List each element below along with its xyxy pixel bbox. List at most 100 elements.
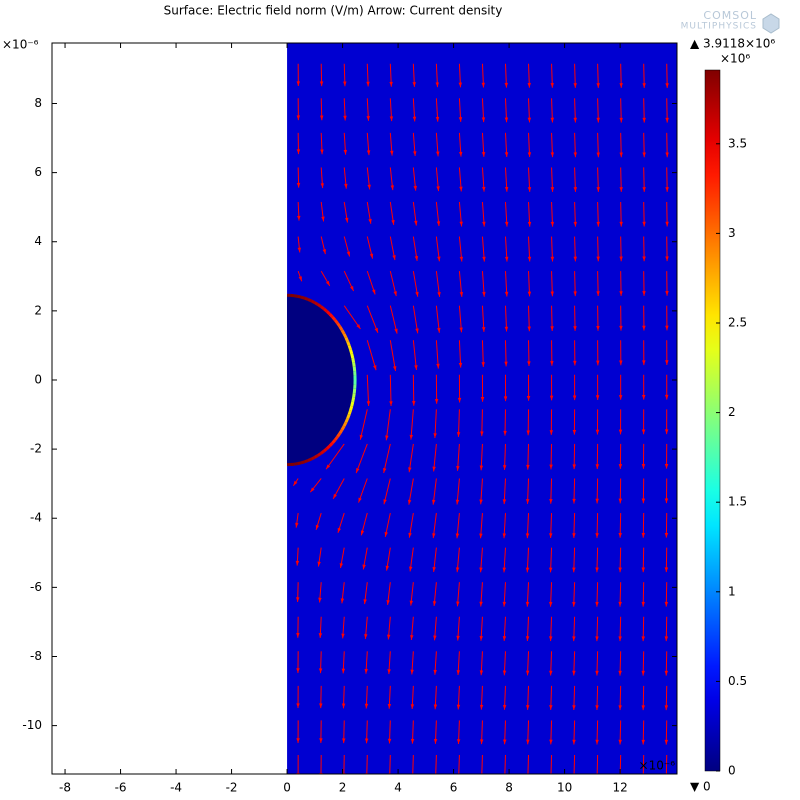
arrow-head [502,601,507,607]
arrow-head [297,247,301,253]
sphere-boundary [300,295,306,300]
arrow-head [502,465,507,470]
arrow-head [458,151,463,157]
arrow-head [665,360,669,365]
arrow-head [595,636,599,642]
arrow-head [343,149,348,155]
arrow-head [504,256,509,262]
sphere-boundary [325,310,331,316]
colorbar-tick-label: 2 [728,405,736,419]
arrow-head [504,326,509,332]
arrow-head [310,487,315,493]
arrow-head [572,533,576,538]
arrow-head [344,183,348,189]
arrow-head [665,256,669,262]
sphere-boundary [352,362,356,367]
arrow-head [595,567,599,573]
arrow-head [595,601,599,607]
arrow-head [549,705,553,710]
arrow-head [641,532,646,538]
arrow-head [297,215,301,221]
arrow-head [479,635,483,641]
arrow-head [502,704,507,710]
arrow-head [414,220,418,226]
arrow-head [455,533,460,539]
arrow-head [641,601,645,607]
arrow-head [374,327,378,333]
arrow-head [363,599,367,605]
arrow-head [527,117,532,123]
arrow-head [573,187,578,192]
arrow-head [527,221,532,227]
colorbar-max: ▲ 3.9118×10⁶ [690,37,775,51]
current-arrow [410,409,414,440]
arrow-head [480,431,484,437]
sphere-boundary [313,301,319,306]
arrow-head [295,522,299,528]
sphere-boundary [344,337,350,343]
arrow-head [391,219,395,225]
arrow-head [618,705,622,711]
arrow-head [360,530,365,536]
x-tick-label: 12 [612,781,627,795]
arrow-head [409,600,414,606]
arrow-head [664,670,669,676]
x-tick-label: -2 [226,781,238,795]
arrow-head [619,152,623,158]
arrow-head [573,152,577,158]
sphere-boundary [304,296,309,301]
current-arrow [389,305,398,334]
arrow-head [414,365,418,370]
arrow-head [641,636,645,642]
arrow-head [479,670,484,676]
sphere-boundary [340,425,346,431]
arrow-head [525,636,530,642]
sphere-boundary [347,345,352,351]
arrow-head [362,564,366,570]
arrow-head [549,670,553,676]
arrow-head [435,116,440,122]
arrow-head [384,531,388,537]
arrow-head [549,567,553,573]
arrow-head [549,739,553,745]
arrow-head [550,326,554,332]
arrow-head [525,533,530,539]
arrow-head [526,396,531,401]
arrow-head [595,498,599,504]
arrow-head [664,739,669,745]
arrow-head [479,465,484,471]
arrow-head [504,291,509,297]
arrow-head [318,597,322,603]
arrow-head [642,152,646,158]
arrow-head [436,363,440,369]
arrow-head [642,774,645,779]
arrow-head [337,527,342,533]
arrow-head [366,401,371,406]
arrow-head [503,739,507,745]
arrow-head [458,362,463,368]
arrow-head [479,601,483,607]
arrow-head [293,480,298,486]
sphere-boundary [351,357,356,363]
arrow-head [572,774,575,779]
arrow-head [412,401,416,406]
arrow-head [456,465,460,471]
arrow-head [456,635,460,641]
current-arrow [504,754,506,774]
arrow-head [387,669,391,675]
y-tick-label: 0 [34,372,42,386]
arrow-head [641,670,645,676]
sphere-boundary [307,298,313,303]
arrow-head [549,601,553,607]
x-tick-label: 10 [557,781,572,795]
arrow-head [596,117,600,123]
arrow-head [549,774,552,779]
arrow-head [619,221,623,227]
sphere-boundary [336,322,342,328]
sphere-boundary [346,413,351,419]
arrow-head [459,292,464,297]
sphere-boundary [297,294,302,299]
arrow-head [319,738,323,744]
arrow-head [394,328,398,334]
arrow-head [346,251,351,257]
